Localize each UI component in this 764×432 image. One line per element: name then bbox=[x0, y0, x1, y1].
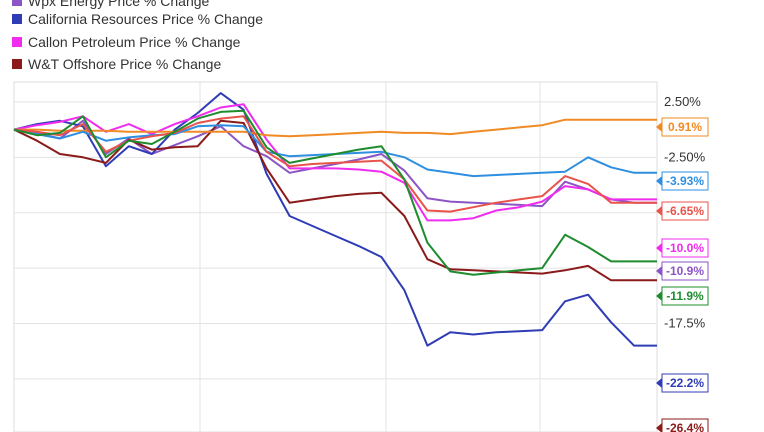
end-label-text: -26.4% bbox=[666, 421, 704, 432]
end-label-pointer bbox=[656, 423, 662, 432]
end-label-box bbox=[661, 373, 709, 393]
legend-item: Wpx Energy Price % Change bbox=[12, 0, 209, 10]
end-label: -11.9% bbox=[656, 286, 709, 306]
series-line bbox=[13, 115, 657, 213]
end-label-box bbox=[661, 201, 709, 221]
end-label-text: -3.93% bbox=[666, 174, 704, 188]
legend-label: Wpx Energy Price % Change bbox=[28, 0, 210, 9]
y-tick-label: 2.50% bbox=[664, 94, 701, 109]
end-label-text: -6.65% bbox=[666, 204, 704, 218]
end-label-pointer bbox=[656, 206, 662, 216]
series-line bbox=[14, 118, 657, 138]
legend-label: California Resources Price % Change bbox=[28, 11, 263, 27]
end-label-box bbox=[661, 171, 709, 191]
end-label-text: -22.2% bbox=[666, 376, 704, 390]
end-label: -6.65% bbox=[656, 201, 709, 221]
end-label-pointer bbox=[656, 266, 662, 276]
end-label-text: -10.9% bbox=[666, 264, 704, 278]
end-label-box bbox=[661, 117, 709, 137]
legend-label: W&T Offshore Price % Change bbox=[28, 56, 222, 72]
legend-swatch bbox=[12, 0, 22, 6]
legend-label: Callon Petroleum Price % Change bbox=[28, 34, 241, 50]
end-label-text: -11.9% bbox=[666, 289, 704, 303]
end-label-pointer bbox=[656, 291, 662, 301]
end-label-pointer bbox=[656, 243, 662, 253]
end-label: -10.9% bbox=[656, 261, 709, 281]
legend-swatch bbox=[12, 37, 22, 47]
end-label: -22.2% bbox=[656, 373, 709, 393]
end-label-pointer bbox=[656, 122, 662, 132]
end-label-pointer bbox=[656, 378, 662, 388]
legend-item: W&T Offshore Price % Change bbox=[12, 55, 221, 73]
legend-swatch bbox=[12, 14, 22, 24]
end-label-text: 0.91% bbox=[668, 120, 702, 134]
end-label-box bbox=[661, 418, 709, 432]
end-label: -3.93% bbox=[656, 171, 709, 191]
end-label-text: -10.0% bbox=[666, 241, 704, 255]
end-label: 0.91% bbox=[656, 117, 709, 137]
end-label-box bbox=[661, 238, 709, 258]
end-label-pointer bbox=[656, 176, 662, 186]
series-line bbox=[13, 103, 657, 222]
end-label-box bbox=[661, 286, 709, 306]
end-label-box bbox=[661, 261, 709, 281]
end-label: -10.0% bbox=[656, 238, 709, 258]
legend: Wpx Energy Price % Change California Reso… bbox=[0, 0, 764, 78]
series-line bbox=[13, 109, 657, 276]
legend-item: Callon Petroleum Price % Change bbox=[12, 33, 240, 51]
y-tick-label: -17.5% bbox=[664, 315, 706, 330]
series-line bbox=[13, 92, 657, 347]
legend-swatch bbox=[12, 59, 22, 69]
y-tick-label: -2.50% bbox=[664, 149, 706, 164]
legend-item: California Resources Price % Change bbox=[12, 10, 263, 28]
end-label: -26.4% bbox=[656, 418, 709, 432]
